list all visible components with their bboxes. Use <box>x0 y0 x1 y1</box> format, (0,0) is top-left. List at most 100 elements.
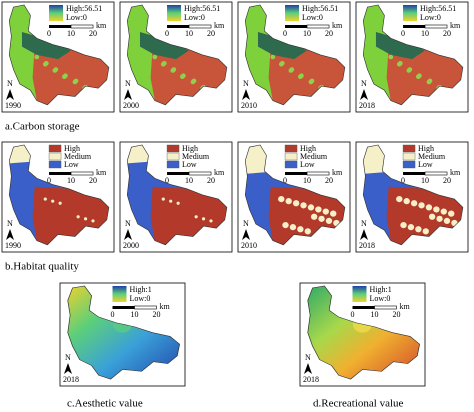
north-label: N <box>305 353 311 362</box>
caption: c.Aesthetic value <box>67 398 143 410</box>
region-outline <box>307 285 421 380</box>
high-storage <box>139 32 189 60</box>
scale-label: 0 <box>401 176 405 185</box>
year-label: 2018 <box>359 101 375 110</box>
medium-patch <box>403 198 410 205</box>
scale-bar <box>188 171 212 176</box>
scale-bar <box>285 172 308 175</box>
north-arrow <box>6 229 14 240</box>
north-label: N <box>7 219 13 228</box>
scale-label: 0 <box>165 29 169 38</box>
patch <box>426 79 432 85</box>
high-storage <box>257 32 307 60</box>
legend-label: High <box>418 144 434 153</box>
patch <box>416 74 421 80</box>
region-outline <box>362 4 464 106</box>
medium-patch <box>161 197 165 201</box>
medium-patch <box>201 217 206 221</box>
north-label: N <box>65 353 71 362</box>
north-arrow <box>242 89 250 100</box>
scale-label: 10 <box>67 176 75 185</box>
legend-label: Medium <box>64 152 92 161</box>
north-arrow <box>242 229 250 240</box>
legend-swatch <box>284 144 298 153</box>
high-storage <box>375 32 425 60</box>
year-label: 1990 <box>5 101 21 110</box>
medium-patch <box>76 215 80 219</box>
legend-swatch <box>48 144 62 153</box>
scale-bar <box>285 25 308 28</box>
scale-label: 0 <box>283 176 287 185</box>
patch <box>278 61 284 67</box>
medium-patch <box>318 215 325 222</box>
patch <box>288 68 294 73</box>
region-outline <box>126 4 228 106</box>
legend-label: Low:0 <box>184 13 205 22</box>
legend-label: Low <box>418 160 433 169</box>
year-label: 2018 <box>63 375 79 384</box>
north-arrow <box>360 229 368 240</box>
year-label: 1990 <box>5 241 21 250</box>
scale-label: 10 <box>303 29 311 38</box>
legend-label: Low:0 <box>302 13 323 22</box>
north-label: N <box>361 79 367 88</box>
medium-patch <box>307 204 315 211</box>
medium-patch <box>169 199 173 203</box>
medium-patch <box>330 210 337 217</box>
patch <box>396 61 402 67</box>
scale-bar <box>70 171 94 176</box>
patch <box>170 68 176 73</box>
scale-unit: km <box>332 21 343 30</box>
legend-label: High:56.51 <box>184 4 220 13</box>
year-label: 2010 <box>241 101 257 110</box>
medium-patch <box>176 201 180 205</box>
medium-patch <box>297 226 304 233</box>
medium-patch <box>448 210 455 217</box>
scale-bar <box>49 25 72 28</box>
medium-patch <box>91 219 95 223</box>
scale-bar <box>134 305 157 310</box>
scale-unit: km <box>332 168 343 177</box>
legend-label: Low:0 <box>420 13 441 22</box>
medium-patch <box>282 221 289 229</box>
scale-bar <box>70 24 94 29</box>
scale-label: 20 <box>443 176 451 185</box>
medium-patch <box>310 213 318 220</box>
legend-label: High:1 <box>130 285 152 294</box>
scale-label: 10 <box>303 176 311 185</box>
scale-label: 10 <box>371 310 379 319</box>
medium-patch <box>440 208 447 215</box>
year-label: 2018 <box>303 375 319 384</box>
scale-bar <box>403 172 426 175</box>
scale-bar <box>424 171 448 176</box>
medium-patch <box>418 202 425 209</box>
scale-unit: km <box>450 168 461 177</box>
legend-swatch <box>402 160 416 169</box>
scale-bar <box>403 25 426 28</box>
medium-patch <box>322 208 329 215</box>
scale-label: 20 <box>207 29 215 38</box>
legend-label: Low:0 <box>130 294 151 303</box>
medium-patch <box>396 195 403 203</box>
legend-swatch <box>166 144 180 153</box>
scale-label: 0 <box>47 29 51 38</box>
medium-patch <box>278 195 285 203</box>
region-outline <box>244 4 346 106</box>
legend-swatch <box>284 152 298 161</box>
scale-label: 0 <box>351 310 355 319</box>
caption: b.Habitat quality <box>5 261 79 273</box>
patch <box>42 61 48 67</box>
scale-bar <box>167 25 190 28</box>
legend-label: Medium <box>300 152 328 161</box>
north-arrow <box>6 89 14 100</box>
region-outline <box>67 285 181 380</box>
scale-label: 0 <box>111 310 115 319</box>
medium-patch <box>83 217 88 221</box>
north-label: N <box>125 79 131 88</box>
medium-patch <box>58 201 62 205</box>
medium-patch <box>209 219 213 223</box>
scale-label: 20 <box>89 176 97 185</box>
medium-patch <box>285 198 292 205</box>
legend-swatch <box>166 160 180 169</box>
